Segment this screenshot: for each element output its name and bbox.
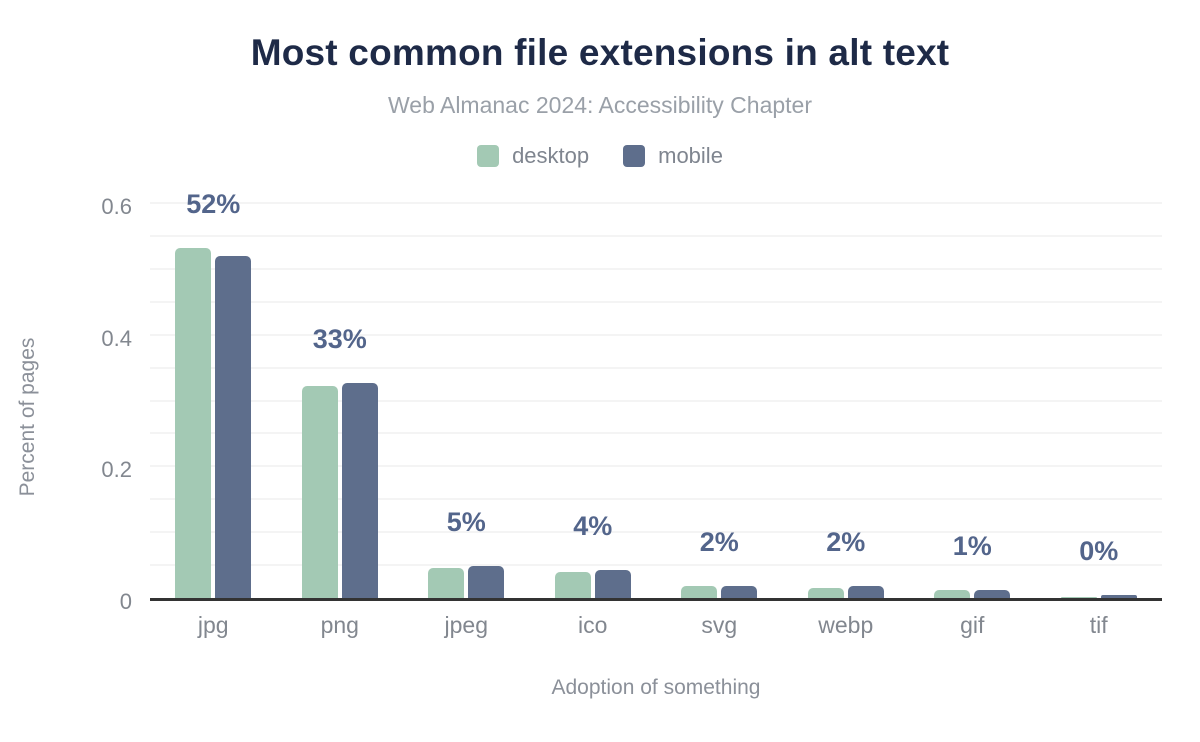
value-label-ico: 4% (573, 511, 613, 542)
gridline (150, 399, 1162, 402)
legend-label-mobile: mobile (658, 143, 723, 168)
gridline (150, 234, 1162, 237)
bar-group-webp: 2% webp (783, 206, 910, 638)
mobile-swatch-icon (623, 145, 646, 167)
mobile-bar-png (341, 382, 378, 598)
gridline (150, 498, 1162, 501)
gridline (150, 333, 1162, 336)
plot-area: 52% jpg 33% png 5% jpeg 4% ico 2% svg 2% webp 1% gif 0… (150, 189, 1163, 638)
gridline (150, 465, 1162, 468)
desktop-bar-jpg (175, 247, 212, 598)
gridline (150, 202, 1162, 204)
gridline (150, 564, 1162, 567)
mobile-bar-gif (974, 590, 1011, 598)
mobile-bar-webp (847, 586, 884, 598)
desktop-bar-jpeg (428, 568, 465, 598)
x-tick-label-gif: gif (960, 612, 985, 638)
chart-title: Most common file extensions in alt text (250, 32, 950, 73)
value-label-jpeg: 5% (446, 507, 486, 538)
gridline (150, 267, 1162, 270)
value-label-svg: 2% (699, 527, 739, 558)
y-tick-label: 0 (119, 589, 132, 614)
mobile-bar-ico (594, 570, 631, 598)
value-label-webp: 2% (826, 527, 866, 558)
value-label-png: 33% (312, 323, 367, 354)
legend: desktop mobile (0, 143, 1200, 169)
y-tick-label: 0.6 (101, 194, 132, 219)
legend-item-mobile: mobile (623, 143, 723, 169)
desktop-swatch-icon (477, 145, 500, 167)
bar-group-jpg: 52% jpg (150, 189, 277, 638)
x-axis-title: Adoption of something (551, 676, 761, 699)
desktop-bar-ico (554, 572, 591, 598)
desktop-bar-png (301, 386, 338, 598)
value-label-tif: 0% (1079, 535, 1119, 566)
x-tick-label-jpeg: jpeg (444, 612, 488, 638)
legend-label-desktop: desktop (512, 143, 590, 168)
y-tick-label: 0.2 (101, 457, 132, 483)
mobile-bar-jpeg (468, 566, 505, 598)
gridline (150, 300, 1162, 303)
mobile-bar-jpg (215, 255, 252, 598)
mobile-bar-svg (721, 586, 758, 598)
bar-group-jpeg: 5% jpeg (403, 206, 530, 638)
bar-group-svg: 2% svg (656, 206, 783, 638)
y-tick-label: 0.4 (101, 325, 132, 351)
x-tick-label-jpg: jpg (197, 612, 229, 638)
x-tick-label-svg: svg (701, 612, 738, 638)
x-tick-label-tif: tif (1089, 612, 1108, 638)
desktop-bar-gif (934, 590, 971, 598)
bar-group-gif: 1% gif (909, 206, 1036, 638)
bar-group-ico: 4% ico (530, 206, 657, 638)
value-label-jpg: 52% (186, 188, 241, 219)
desktop-bar-svg (681, 586, 718, 598)
x-tick-label-png: png (320, 612, 359, 638)
bar-group-tif: 0% tif (1036, 206, 1163, 638)
gridline (150, 531, 1162, 534)
chart-subtitle: Web Almanac 2024: Accessibility Chapter (387, 92, 813, 118)
gridline (150, 366, 1162, 369)
x-tick-label-ico: ico (578, 612, 608, 638)
mobile-bar-tif (1100, 594, 1137, 598)
x-tick-label-webp: webp (818, 612, 874, 638)
desktop-bar-webp (807, 588, 844, 598)
legend-item-desktop: desktop (477, 143, 589, 169)
gridline (150, 432, 1162, 435)
bar-group-png: 33% png (277, 206, 404, 638)
value-label-gif: 1% (952, 531, 992, 562)
bar-groups: 52% jpg 33% png 5% jpeg 4% ico 2% svg 2% webp 1% gif 0… (150, 189, 1163, 638)
desktop-bar-tif (1060, 597, 1097, 598)
